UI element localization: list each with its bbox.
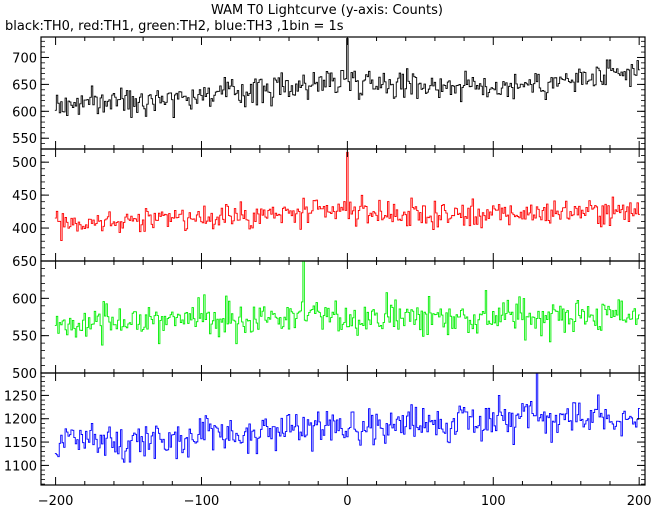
y-tick-label: 550 — [12, 132, 37, 147]
y-tick-label: 500 — [12, 156, 37, 171]
y-tick-label: 650 — [12, 78, 37, 93]
chart-subtitle: black:TH0, red:TH1, green:TH2, blue:TH3 … — [5, 19, 344, 34]
panel-th0: 550 600 650 700 — [12, 36, 646, 150]
panel-frame — [40, 372, 646, 486]
series-line-th1 — [54, 151, 640, 242]
y-tick-label: 600 — [12, 105, 37, 120]
x-tick-label: 100 — [481, 494, 506, 505]
panel-th3: 1100 1150 1200 1250 — [4, 372, 646, 486]
x-tick-label: 200 — [627, 494, 652, 505]
y-tick-label: 600 — [12, 292, 37, 307]
y-tick-label: 450 — [12, 189, 37, 204]
y-tick-label: 650 — [12, 255, 37, 270]
y-tick-label: 1100 — [4, 459, 37, 474]
series-line-th2 — [54, 261, 640, 346]
panel-th1: 400 450 500 — [12, 148, 646, 262]
x-tick-label: −100 — [184, 494, 220, 505]
y-tick-label: 1150 — [4, 436, 37, 451]
panels-group: 550 600 650 700 400 450 500 500 550 600 650 1100 115… — [4, 36, 652, 505]
panel-frame — [40, 260, 646, 374]
y-tick-label: 1200 — [4, 413, 37, 428]
x-tick-label: −200 — [38, 494, 74, 505]
series-line-th0 — [54, 38, 640, 118]
y-tick-label: 1250 — [4, 389, 37, 404]
series-line-th3 — [54, 373, 640, 463]
panel-frame — [40, 36, 646, 150]
y-tick-label: 400 — [12, 222, 37, 237]
panel-frame — [40, 148, 646, 262]
x-tick-label: 0 — [343, 494, 351, 505]
panel-th2: 500 550 600 650 — [12, 255, 646, 382]
chart-title: WAM T0 Lightcurve (y-axis: Counts) — [211, 3, 443, 18]
y-tick-label: 550 — [12, 330, 37, 345]
y-tick-label: 700 — [12, 51, 37, 66]
y-tick-label: 500 — [12, 367, 37, 382]
